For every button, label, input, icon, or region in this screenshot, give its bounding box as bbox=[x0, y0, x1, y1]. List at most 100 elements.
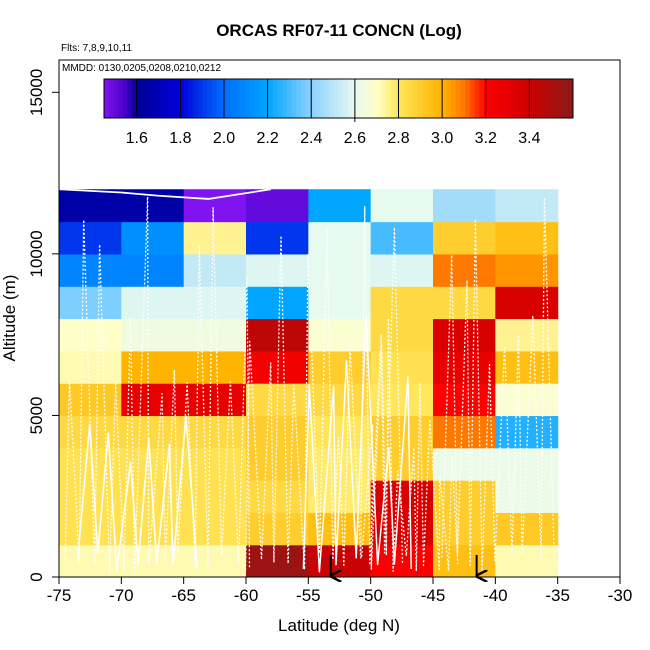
colorbar-swatch bbox=[544, 79, 551, 118]
heatmap-cell bbox=[495, 253, 559, 287]
heatmap-cell bbox=[308, 286, 372, 320]
y-tick-label: 0 bbox=[27, 572, 46, 581]
heatmap-cell bbox=[433, 383, 496, 417]
colorbar-swatch bbox=[502, 79, 508, 118]
flight-track bbox=[59, 188, 272, 200]
heatmap-cell bbox=[370, 383, 434, 417]
colorbar-swatch bbox=[211, 79, 218, 118]
heatmap-cell bbox=[246, 350, 309, 384]
heatmap-cell bbox=[59, 221, 122, 255]
colorbar-swatch bbox=[521, 79, 527, 118]
x-axis: -75 -70 -65 -60 -55 -50 -45 -40 -35 -30 bbox=[47, 576, 632, 605]
colorbar-tick-label: 2.2 bbox=[256, 130, 278, 147]
colorbar-swatch bbox=[118, 79, 124, 118]
heatmap-cell bbox=[183, 383, 247, 417]
colorbar-swatch bbox=[535, 79, 541, 118]
heatmap-cell bbox=[59, 189, 122, 223]
heatmap-cell bbox=[121, 221, 185, 255]
colorbar-swatch bbox=[329, 79, 335, 118]
colorbar-tick-label: 2.0 bbox=[213, 130, 235, 147]
heatmap-cell bbox=[183, 253, 247, 287]
heatmap-cell bbox=[121, 318, 185, 352]
x-tick-label: -60 bbox=[234, 586, 259, 605]
heatmap-cell bbox=[308, 383, 372, 417]
heatmap-cell bbox=[495, 286, 559, 320]
colorbar-swatch bbox=[225, 79, 232, 118]
colorbar-swatch bbox=[296, 79, 302, 118]
heatmap-cell bbox=[59, 544, 122, 577]
flight-track bbox=[302, 315, 412, 573]
colorbar-swatch bbox=[286, 79, 293, 118]
colorbar-swatch bbox=[474, 79, 480, 118]
colorbar-swatch bbox=[216, 79, 222, 118]
colorbar-swatch bbox=[488, 79, 494, 118]
heatmap-cell bbox=[246, 480, 309, 513]
colorbar-swatch bbox=[512, 79, 518, 118]
heatmap-cell bbox=[246, 189, 309, 223]
colorbar-swatch bbox=[413, 79, 419, 118]
heatmap-cell bbox=[246, 383, 309, 417]
heatmap-cell bbox=[495, 415, 559, 449]
colorbar-swatch bbox=[174, 79, 180, 118]
colorbar-swatch bbox=[404, 79, 410, 118]
y-axis: 0 5000 10000 15000 bbox=[27, 60, 60, 582]
y-tick-label: 10000 bbox=[27, 230, 46, 277]
colorbar-frame bbox=[103, 78, 574, 119]
flight-track bbox=[244, 205, 404, 571]
heatmap-cell bbox=[246, 544, 309, 577]
heatmap-cell bbox=[246, 253, 309, 287]
colorbar-swatch bbox=[338, 79, 344, 118]
heatmap-cell bbox=[308, 253, 372, 287]
colorbar-swatch bbox=[436, 79, 443, 118]
colorbar-swatch bbox=[371, 79, 377, 118]
heatmap-cell bbox=[183, 221, 247, 255]
heatmap-cell bbox=[183, 544, 247, 577]
heatmap-cell bbox=[370, 286, 434, 320]
colorbar-swatch bbox=[122, 79, 128, 118]
colorbar-swatch bbox=[361, 79, 368, 118]
x-tick-label: -65 bbox=[171, 586, 196, 605]
colorbar-swatch bbox=[558, 79, 565, 118]
colorbar-swatch bbox=[315, 79, 321, 118]
heatmap-cell bbox=[308, 350, 372, 384]
heatmap-cell bbox=[308, 318, 372, 352]
colorbar-swatch bbox=[540, 79, 546, 118]
flights-label: Flts: 7,8,9,10,11 bbox=[61, 43, 132, 54]
heatmap-cell bbox=[495, 512, 559, 546]
x-tick-label: -55 bbox=[296, 586, 321, 605]
heatmap-cell bbox=[308, 189, 372, 223]
colorbar-tick-label: 1.6 bbox=[126, 130, 148, 147]
colorbar-swatch bbox=[244, 79, 250, 118]
heatmap-cell bbox=[59, 350, 122, 384]
flight-track bbox=[76, 415, 199, 572]
colorbar-tick-label: 3.0 bbox=[431, 130, 453, 147]
colorbar-swatch bbox=[418, 79, 424, 118]
colorbar-swatch bbox=[282, 79, 288, 118]
colorbar-swatch bbox=[277, 79, 283, 118]
heatmap-cell bbox=[308, 221, 372, 255]
colorbar-swatch bbox=[193, 79, 199, 118]
colorbar-swatch bbox=[160, 79, 166, 118]
colorbar-swatch bbox=[526, 79, 532, 118]
colorbar-swatch bbox=[469, 79, 476, 118]
heatmap-cell bbox=[246, 512, 309, 546]
colorbar-swatch bbox=[202, 79, 208, 118]
colorbar-swatch bbox=[207, 79, 213, 118]
colorbar: 1.6 1.8 2.0 2.2 2.4 2.6 2.8 3.0 3.2 3.4 bbox=[103, 78, 574, 147]
heatmap-cell bbox=[183, 480, 247, 513]
colorbar-swatch bbox=[310, 79, 316, 118]
colorbar-swatch bbox=[197, 79, 203, 118]
dates-label: MMDD: 0130,0205,0208,0210,0212 bbox=[62, 63, 221, 74]
colorbar-tick-label: 3.4 bbox=[518, 130, 540, 147]
flight-track bbox=[441, 196, 555, 572]
colorbar-swatch bbox=[446, 79, 452, 118]
heatmap-cell bbox=[433, 189, 496, 223]
colorbar-swatch bbox=[272, 79, 279, 118]
colorbar-swatch bbox=[347, 79, 354, 118]
colorbar-swatch bbox=[104, 79, 110, 118]
x-tick-label: -45 bbox=[421, 586, 446, 605]
colorbar-swatch bbox=[319, 79, 325, 118]
heatmap-cell bbox=[495, 383, 559, 417]
colorbar-swatch bbox=[108, 79, 114, 118]
colorbar-swatch bbox=[460, 79, 466, 118]
